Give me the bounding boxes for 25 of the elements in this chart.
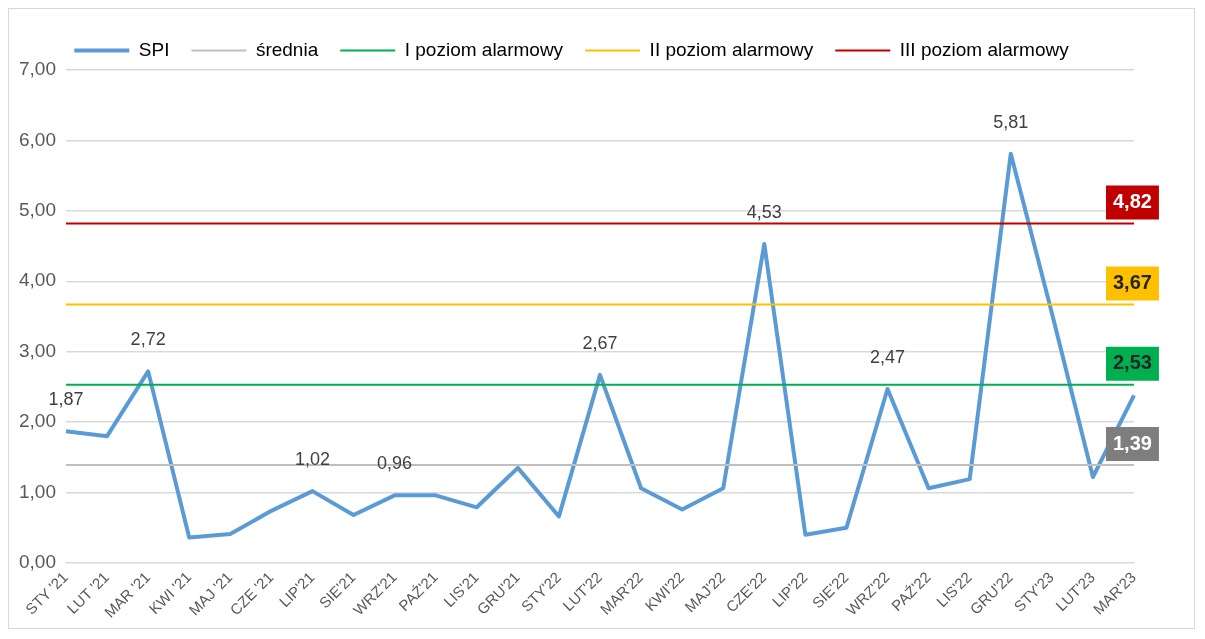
- y-tick-label: 4,00: [19, 269, 56, 291]
- y-tick-label: 2,00: [19, 410, 56, 432]
- data-label: 0,96: [377, 453, 413, 474]
- data-label: 2,72: [130, 329, 166, 350]
- data-label: 2,53: [1113, 351, 1152, 374]
- data-label: 4,82: [1113, 190, 1152, 213]
- y-tick-label: 5,00: [19, 199, 56, 221]
- legend-label: III poziom alarmowy: [899, 38, 1070, 60]
- data-label: 5,81: [993, 111, 1029, 132]
- data-label: 4,53: [746, 201, 782, 222]
- data-label: 2,47: [870, 346, 906, 367]
- legend-label: SPI: [138, 38, 170, 60]
- data-label: 1,87: [48, 389, 84, 410]
- legend-label: średnia: [255, 38, 319, 60]
- y-tick-label: 6,00: [19, 128, 56, 150]
- legend-label: I poziom alarmowy: [404, 38, 564, 60]
- y-tick-label: 0,00: [19, 551, 56, 573]
- data-label: 3,67: [1113, 271, 1152, 294]
- y-tick-label: 3,00: [19, 339, 56, 361]
- legend-label: II poziom alarmowy: [649, 38, 814, 60]
- y-tick-label: 7,00: [19, 58, 56, 80]
- y-tick-label: 1,00: [19, 480, 56, 502]
- data-label: 1,39: [1113, 431, 1152, 454]
- data-label: 1,02: [294, 449, 330, 470]
- data-label: 2,67: [582, 332, 618, 353]
